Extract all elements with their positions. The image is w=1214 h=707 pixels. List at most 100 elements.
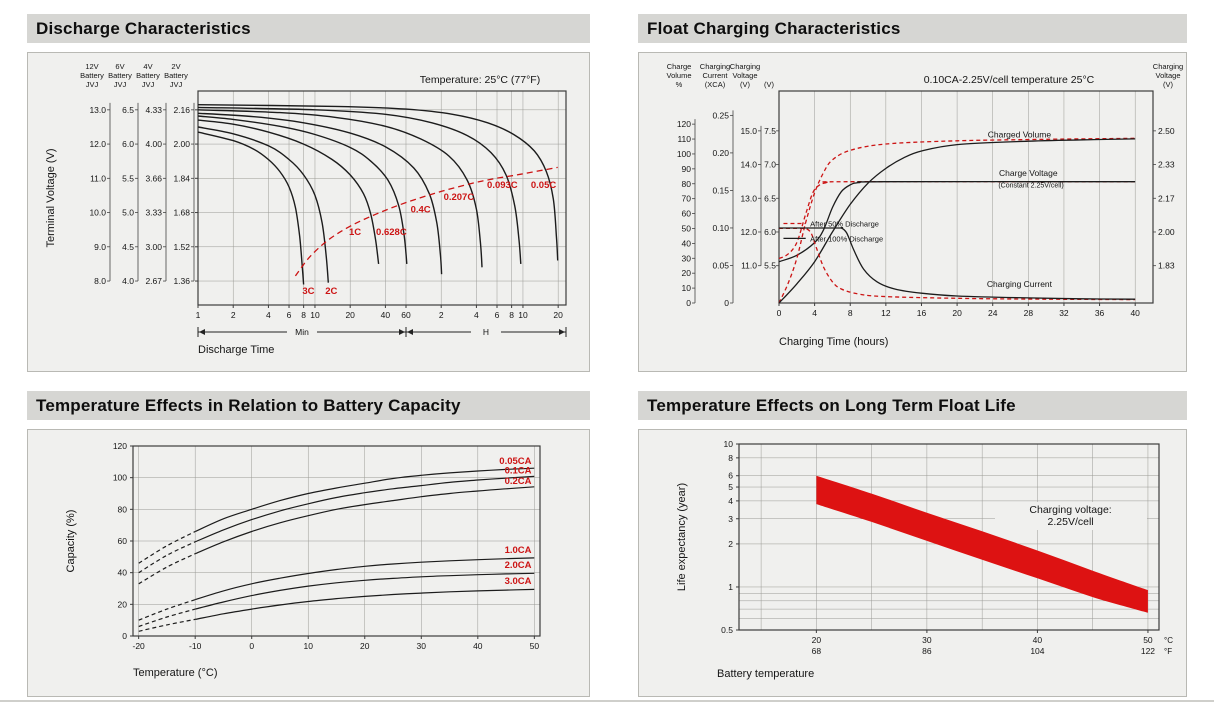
panel-float-charging: Float Charging Characteristics 0 4 8 12 16 20… [638,14,1187,372]
discharge-characteristics-chart: 1 2 4 6 8 10 20 40 60 2 4 6 8 10 2012VBatteryJVJ13.012… [45,62,567,356]
scale-header: 4V [143,62,152,71]
curve-label-2.0CA: 2.0CA [505,560,532,571]
capacity-curve-1.0CA [195,557,535,601]
svg-text:2.33: 2.33 [1158,160,1175,170]
y-axis-label: Capacity (%) [65,510,77,573]
svg-text:120: 120 [677,119,691,129]
svg-text:20: 20 [952,308,962,318]
svg-text:20: 20 [360,641,370,651]
svg-text:0.25: 0.25 [712,110,729,120]
curve-label-0.4C: 0.4C [411,205,431,216]
arrow-left [406,329,413,335]
svg-text:24: 24 [988,308,998,318]
svg-text:60: 60 [401,310,411,320]
scale-header: Charge [667,62,692,71]
svg-text:100: 100 [113,473,127,483]
svg-text:1: 1 [728,582,733,592]
capacity-curve-0.05CA-lowtemp [138,530,196,564]
svg-text:20: 20 [682,268,692,278]
capacity-curve-0.2CA-lowtemp [138,553,196,585]
fahrenheit-unit: °F [1164,647,1172,656]
curve-label-0.05CA: 0.05CA [499,456,531,467]
svg-text:100: 100 [677,149,691,159]
svg-text:40: 40 [473,641,483,651]
float-grid [778,91,1136,306]
svg-text:6: 6 [728,471,733,481]
time-unit-label: Min [295,327,309,337]
svg-text:6: 6 [287,310,292,320]
svg-text:2.50: 2.50 [1158,126,1175,136]
svg-text:11.0: 11.0 [741,261,757,271]
curve-charged-volume-after-50pct [778,137,1136,304]
svg-text:2.67: 2.67 [145,276,162,286]
curve-annotation: Charge Voltage [999,168,1058,178]
svg-text:-10: -10 [189,641,202,651]
panel-temp-capacity: Temperature Effects in Relation to Batte… [27,391,590,697]
scale-header: Charging [1153,62,1183,71]
x-axis-label: Temperature (°C) [133,667,217,679]
svg-text:13.0: 13.0 [89,105,106,115]
scale-header: Volume [666,71,691,80]
svg-text:8.0: 8.0 [94,276,106,286]
plot-frame [132,445,541,637]
svg-text:12.0: 12.0 [89,139,106,149]
svg-text:110: 110 [677,134,691,144]
scale-header: (V) [764,80,775,89]
svg-text:14.0: 14.0 [740,160,757,170]
svg-text:28: 28 [1024,308,1034,318]
capacity-curve-3.0CA-lowtemp [138,618,196,632]
svg-text:0: 0 [249,641,254,651]
svg-text:40: 40 [1033,635,1043,645]
svg-text:0.10: 0.10 [712,223,729,233]
svg-text:122: 122 [1141,646,1155,656]
curve-label-3.0CA: 3.0CA [505,576,532,587]
svg-text:7.5: 7.5 [764,126,776,136]
svg-text:4.0: 4.0 [122,276,134,286]
arrow-right [559,329,565,335]
svg-text:60: 60 [682,209,692,219]
scale-header: JVJ [170,80,183,89]
svg-text:0: 0 [122,631,127,641]
scale-header: Battery [136,71,160,80]
legend-label: After 100% Discharge [810,234,883,243]
svg-text:2.17: 2.17 [1158,193,1175,203]
panel-title-temp-capacity: Temperature Effects in Relation to Batte… [27,391,590,420]
svg-text:20: 20 [553,310,563,320]
svg-text:1.52: 1.52 [173,242,190,252]
svg-text:80: 80 [118,504,128,514]
float-life-chart-box: 10 8 6 5 4 3 2 1 0.5 20 68 30 86 40 104 50 122 °C °F Chargi… [638,429,1187,697]
discharge-curve-2C [197,126,329,283]
svg-text:10: 10 [518,310,528,320]
x-axis-label: Charging Time (hours) [779,336,888,348]
scale-header: 2V [171,62,180,71]
svg-text:50: 50 [682,223,692,233]
discharge-grid [195,91,566,308]
plot-frame [778,90,1154,304]
svg-text:4.33: 4.33 [145,105,162,115]
scale-header: Current [702,71,728,80]
svg-text:5.5: 5.5 [122,173,134,183]
discharge-chart-box: 1 2 4 6 8 10 20 40 60 2 4 6 8 10 20 12V Battery JVJ 13.0 12… [27,52,590,372]
temperature-note: Temperature: 25°C (77°F) [420,74,540,86]
curve-label-1.0CA: 1.0CA [505,545,532,556]
cutoff-voltage-curve [294,166,558,277]
svg-text:4.00: 4.00 [145,139,162,149]
svg-text:6.5: 6.5 [764,193,776,203]
svg-text:12.0: 12.0 [740,227,757,237]
curve-label-0.207C: 0.207C [444,192,475,203]
curve-label-0.093C: 0.093C [487,180,518,191]
svg-text:8: 8 [848,308,853,318]
svg-text:16: 16 [917,308,927,318]
svg-text:0.20: 0.20 [712,148,729,158]
legend-label: After 50% Discharge [810,220,879,229]
svg-text:20: 20 [118,599,128,609]
svg-text:13.0: 13.0 [740,193,757,203]
scale-header: JVJ [114,80,127,89]
curve-label-0.05C: 0.05C [531,180,556,191]
svg-text:3.00: 3.00 [145,242,162,252]
svg-text:0.05: 0.05 [712,260,729,270]
svg-text:1.84: 1.84 [173,173,190,183]
celsius-unit: °C [1164,636,1173,645]
svg-text:11.0: 11.0 [90,173,106,183]
svg-text:40: 40 [1130,308,1140,318]
